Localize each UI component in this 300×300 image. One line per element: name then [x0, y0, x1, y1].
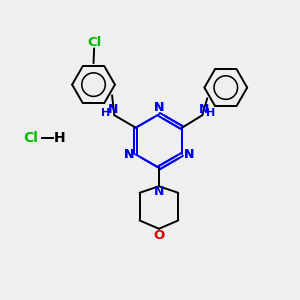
Text: N: N [154, 101, 164, 114]
Text: N: N [183, 148, 194, 161]
Text: N: N [154, 185, 164, 198]
Text: N: N [154, 101, 164, 114]
Text: H: H [101, 108, 111, 118]
Text: Cl: Cl [87, 36, 101, 49]
Text: N: N [199, 103, 209, 116]
Text: N: N [124, 148, 134, 161]
Text: N: N [124, 148, 134, 161]
Text: Cl: Cl [24, 131, 38, 145]
Text: O: O [153, 229, 164, 242]
Text: N: N [183, 148, 194, 161]
Text: H: H [53, 131, 65, 145]
Text: H: H [206, 108, 215, 118]
Text: N: N [108, 103, 118, 116]
